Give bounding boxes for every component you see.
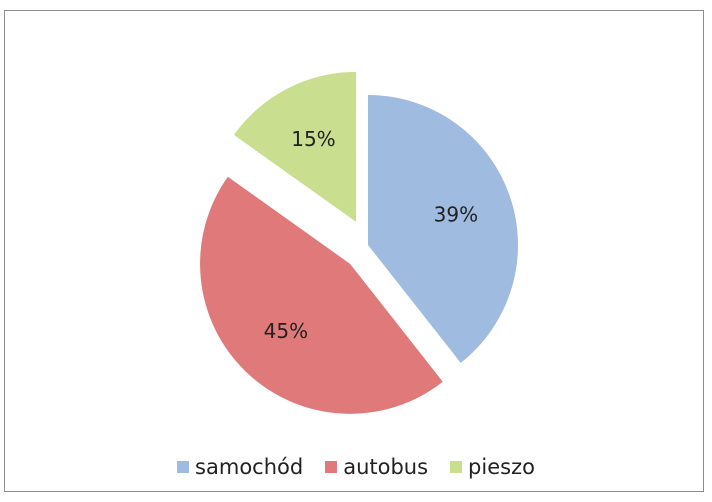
legend-swatch-autobus <box>325 461 338 473</box>
pie-slice-label-2: 15% <box>291 127 335 151</box>
legend-item-pieszo: pieszo <box>450 455 535 479</box>
legend-swatch-pieszo <box>450 461 463 473</box>
pie-slice-1 <box>200 176 443 414</box>
pie-slice-label-1: 45% <box>264 319 308 343</box>
pie-slice-label-0: 39% <box>434 203 478 227</box>
pie-slice-2 <box>233 71 357 222</box>
legend-label-samochod: samochód <box>195 455 304 479</box>
legend: samochód autobus pieszo <box>0 455 712 479</box>
legend-item-autobus: autobus <box>325 455 428 479</box>
legend-label-autobus: autobus <box>343 455 429 479</box>
legend-swatch-samochod <box>177 461 190 473</box>
legend-item-samochod: samochód <box>177 455 303 479</box>
legend-label-pieszo: pieszo <box>468 455 535 479</box>
pie-slice-0 <box>368 95 518 363</box>
